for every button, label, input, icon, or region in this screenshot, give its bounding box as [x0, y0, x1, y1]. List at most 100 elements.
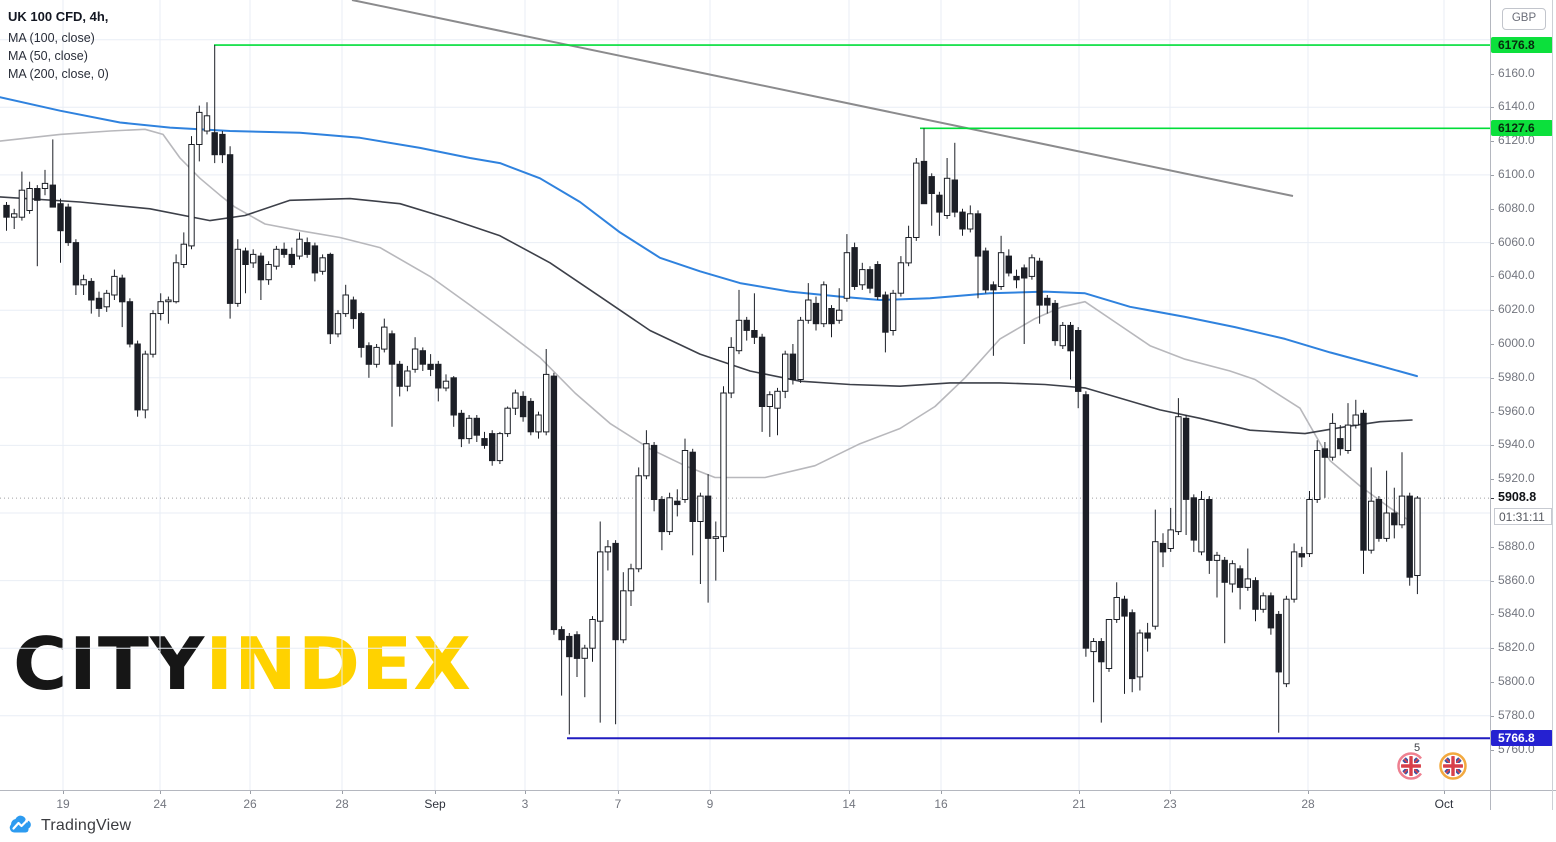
candle[interactable]: [1090, 638, 1097, 703]
candle[interactable]: [1198, 491, 1205, 556]
candle[interactable]: [72, 239, 80, 295]
candle[interactable]: [450, 376, 457, 427]
uk-flag-event-icon[interactable]: [1396, 751, 1426, 781]
candle[interactable]: [882, 291, 889, 353]
candle[interactable]: [866, 266, 874, 294]
candle[interactable]: [928, 173, 935, 226]
candle[interactable]: [327, 252, 334, 344]
candle[interactable]: [1005, 249, 1012, 277]
candle[interactable]: [527, 398, 534, 436]
ma-line-ma-50[interactable]: [0, 128, 1409, 521]
candle[interactable]: [350, 296, 357, 329]
candle[interactable]: [558, 626, 565, 696]
candle[interactable]: [812, 296, 820, 331]
candle[interactable]: [959, 208, 966, 236]
candle[interactable]: [1051, 300, 1059, 346]
candle[interactable]: [1036, 257, 1043, 324]
candle[interactable]: [1067, 322, 1074, 380]
ma-line-ma-100[interactable]: [0, 96, 1418, 378]
candle[interactable]: [1306, 491, 1313, 557]
candle[interactable]: [1221, 557, 1228, 644]
candle[interactable]: [1344, 403, 1352, 454]
candle[interactable]: [1414, 496, 1421, 595]
candle[interactable]: [643, 430, 650, 480]
candle[interactable]: [1190, 494, 1197, 552]
candlestick-chart[interactable]: [0, 0, 1490, 790]
candle[interactable]: [435, 360, 442, 402]
candle[interactable]: [943, 158, 951, 219]
candle[interactable]: [681, 438, 689, 503]
candle[interactable]: [219, 131, 226, 164]
candle[interactable]: [334, 310, 342, 338]
candle[interactable]: [836, 288, 843, 324]
candle[interactable]: [250, 249, 257, 268]
legend-ma200[interactable]: MA (200, close, 0): [8, 67, 109, 81]
candle[interactable]: [458, 409, 465, 448]
candle[interactable]: [134, 340, 141, 417]
candle[interactable]: [142, 350, 149, 419]
candle[interactable]: [196, 105, 203, 162]
candle[interactable]: [620, 572, 627, 644]
candle[interactable]: [80, 274, 87, 295]
candle[interactable]: [604, 540, 612, 571]
candle[interactable]: [828, 305, 835, 338]
candle[interactable]: [1375, 496, 1383, 542]
candle[interactable]: [1075, 327, 1082, 409]
candle[interactable]: [342, 284, 349, 317]
time-axis[interactable]: 19 24 26 28 Sep 3 7 9 14 16 21 23 28 Oct: [0, 790, 1556, 814]
candle[interactable]: [41, 169, 49, 196]
candle[interactable]: [1252, 577, 1259, 622]
candle[interactable]: [674, 489, 681, 517]
candle[interactable]: [635, 467, 642, 573]
candle[interactable]: [889, 289, 897, 336]
candle[interactable]: [859, 262, 866, 290]
candle[interactable]: [843, 234, 851, 302]
candle[interactable]: [504, 406, 511, 437]
candle[interactable]: [1144, 622, 1151, 652]
candle[interactable]: [95, 291, 103, 317]
candle[interactable]: [126, 298, 134, 348]
candle[interactable]: [1152, 509, 1159, 630]
candle[interactable]: [203, 102, 211, 135]
candle[interactable]: [1213, 551, 1221, 598]
candle[interactable]: [419, 347, 427, 371]
candle[interactable]: [712, 521, 719, 581]
legend-ma100[interactable]: MA (100, close): [8, 31, 95, 45]
candle[interactable]: [404, 365, 411, 392]
candle[interactable]: [689, 448, 696, 556]
legend-ma50[interactable]: MA (50, close): [8, 49, 88, 63]
candle[interactable]: [851, 242, 858, 290]
chart-plot-area[interactable]: [0, 0, 1490, 790]
candle[interactable]: [119, 274, 126, 328]
candle[interactable]: [1314, 440, 1321, 503]
candle[interactable]: [1352, 399, 1359, 429]
candle[interactable]: [1290, 543, 1298, 603]
candle[interactable]: [550, 372, 558, 635]
candle[interactable]: [358, 311, 365, 358]
candle[interactable]: [1283, 595, 1290, 688]
candle[interactable]: [319, 254, 326, 275]
candle[interactable]: [427, 354, 434, 377]
candle[interactable]: [597, 521, 604, 723]
candle[interactable]: [1236, 565, 1244, 610]
candle[interactable]: [820, 281, 827, 328]
candle[interactable]: [18, 171, 26, 221]
candle[interactable]: [1129, 609, 1136, 693]
candle[interactable]: [1267, 592, 1275, 635]
tradingview-attribution[interactable]: TradingView: [8, 813, 131, 839]
candle[interactable]: [1391, 487, 1398, 539]
candle[interactable]: [936, 191, 943, 236]
candle[interactable]: [49, 139, 56, 208]
candle[interactable]: [720, 386, 727, 552]
candle[interactable]: [1368, 467, 1375, 554]
candle[interactable]: [257, 252, 265, 300]
candle[interactable]: [1098, 638, 1105, 723]
candle[interactable]: [789, 344, 797, 385]
candle[interactable]: [1182, 415, 1190, 535]
candle[interactable]: [666, 492, 673, 535]
candle[interactable]: [704, 474, 712, 603]
candle[interactable]: [373, 344, 380, 368]
candle[interactable]: [997, 235, 1005, 290]
candle[interactable]: [1113, 582, 1120, 623]
candle[interactable]: [180, 232, 188, 268]
